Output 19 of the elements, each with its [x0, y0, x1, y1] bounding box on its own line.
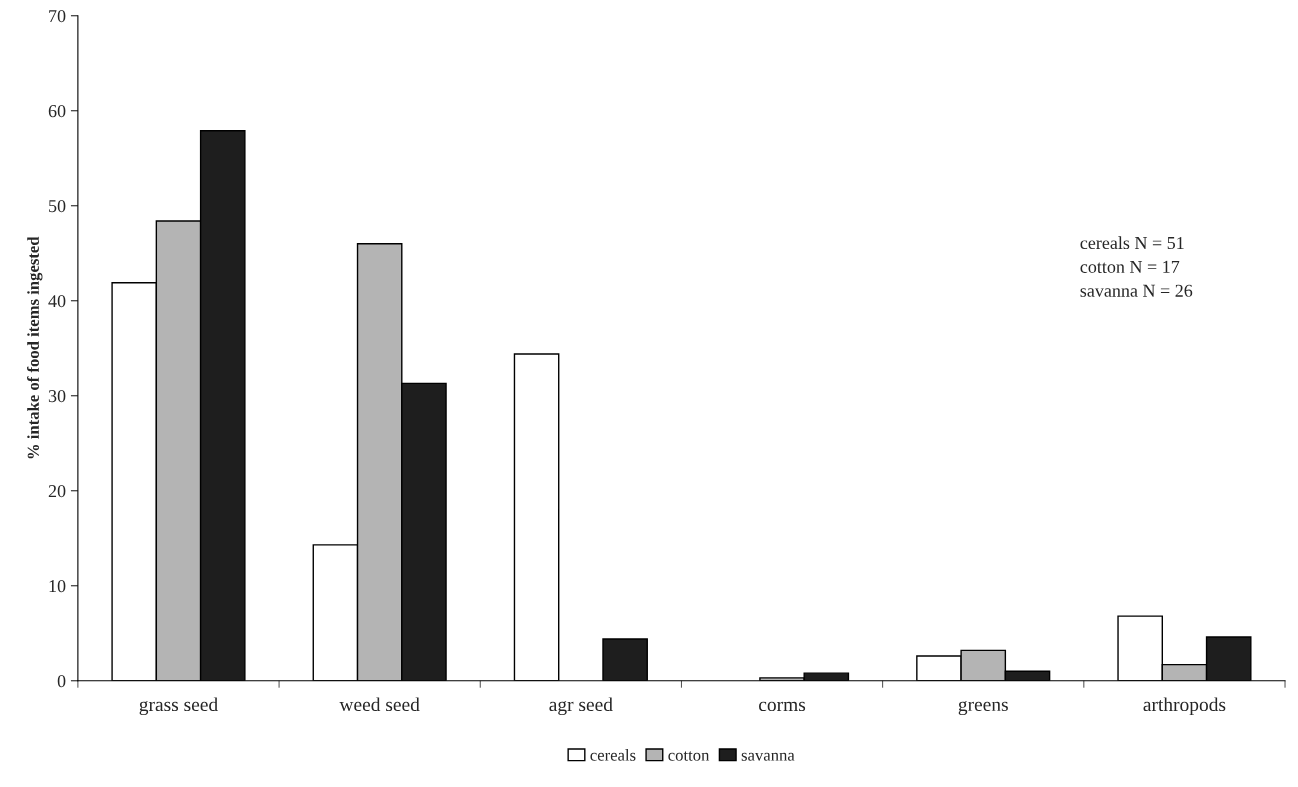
legend-label: cotton [668, 751, 710, 761]
y-tick-label: 0 [57, 675, 66, 688]
x-tick-label: agr seed [549, 697, 613, 716]
y-axis-title: % intake of food items ingested [27, 236, 43, 459]
y-tick-label: 70 [49, 10, 66, 23]
y-tick-label: 60 [48, 105, 66, 118]
y-tick-label: 50 [49, 200, 66, 213]
legend-label: savanna [741, 752, 795, 761]
y-tick-label: 40 [48, 295, 66, 308]
y-tick-label: 20 [48, 485, 66, 498]
annotation: cereals N = 51 cotton N = 17 savanna N = 26 [1080, 236, 1193, 297]
x-tick-label: weed seed [339, 697, 420, 712]
x-tick-label: grass seed [139, 697, 218, 716]
x-tick-label: greens [958, 700, 1008, 716]
y-tick-label: 10 [49, 580, 66, 593]
y-tick-label: 30 [48, 390, 66, 403]
legend-label: cereals [590, 749, 636, 761]
x-tick-label: corms [759, 701, 806, 712]
x-tick-label: arthropods [1143, 697, 1226, 716]
